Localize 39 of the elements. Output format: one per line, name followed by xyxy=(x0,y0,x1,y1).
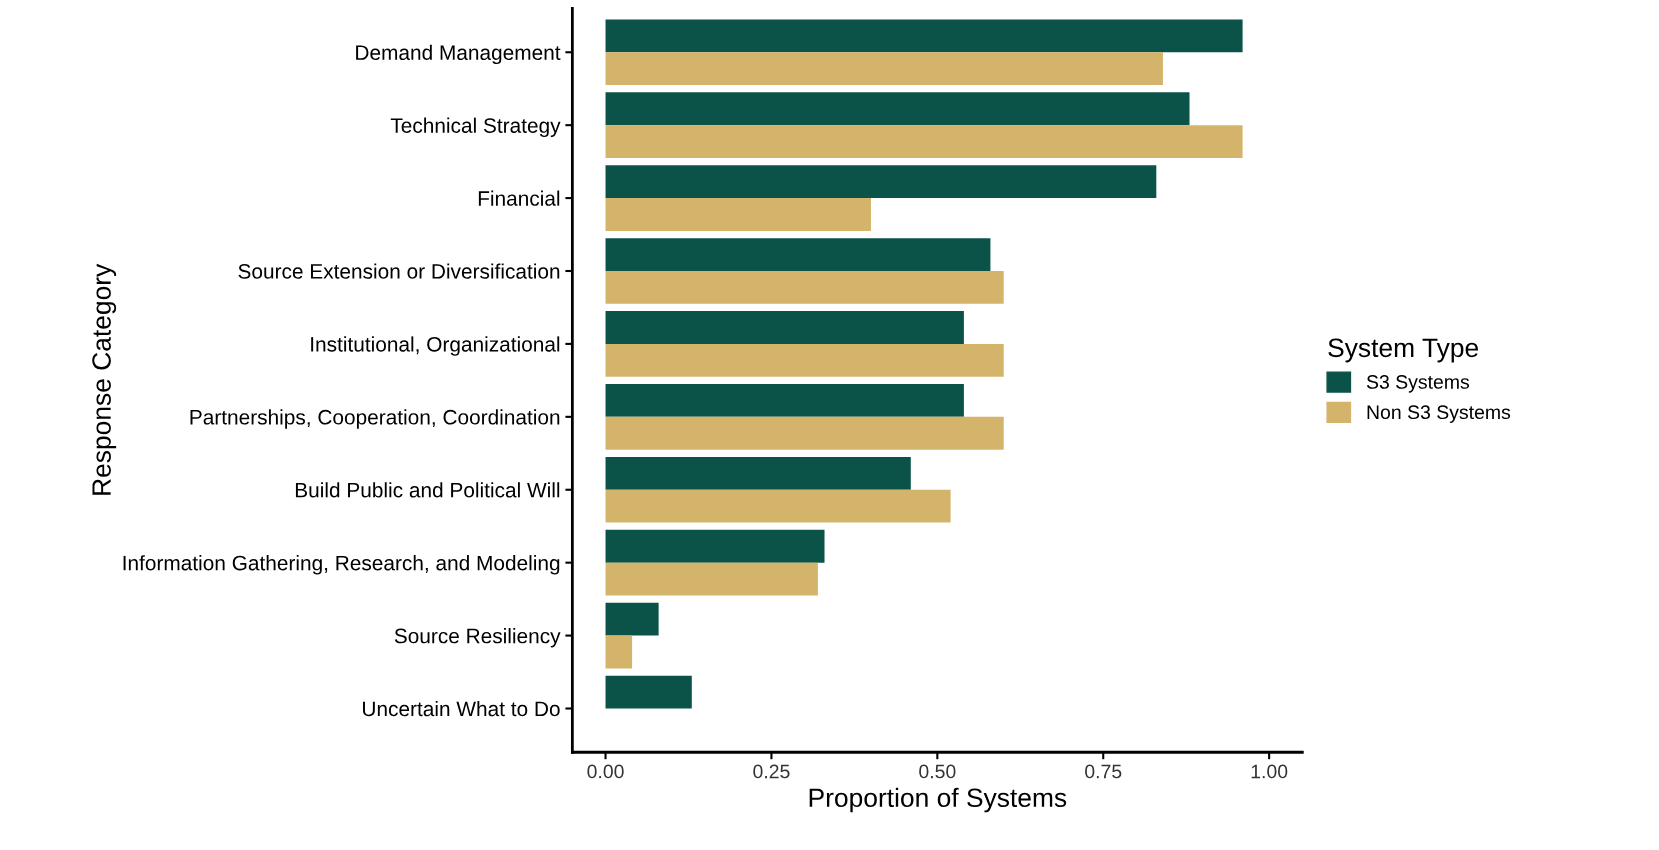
y-tick-label: Information Gathering, Research, and Modeling xyxy=(123,555,560,575)
y-tick-label: Source Extension or Diversification xyxy=(238,263,560,279)
bar xyxy=(605,384,964,417)
bar xyxy=(605,125,1243,158)
bar xyxy=(605,675,692,709)
x-tick-label: 0.25 xyxy=(753,764,790,779)
bar xyxy=(605,635,633,669)
bar xyxy=(605,602,659,636)
y-tick-label: Uncertain What to Do xyxy=(363,700,560,717)
bar xyxy=(605,529,825,563)
x-axis-title: Proportion of Systems xyxy=(809,787,1067,813)
y-tick-label: Institutional, Organizational xyxy=(311,336,560,356)
x-tick-label: 0.00 xyxy=(587,764,624,779)
bar xyxy=(605,92,1190,126)
bar xyxy=(605,271,1004,304)
y-axis-title: Response Category xyxy=(92,263,117,495)
legend-title: System Type xyxy=(1328,338,1479,363)
bar xyxy=(605,198,871,231)
y-tick-label: Source Resiliency xyxy=(394,628,561,648)
legend-label: Non S3 Systems xyxy=(1367,405,1511,423)
bar xyxy=(605,562,818,596)
bar xyxy=(605,456,911,490)
y-tick-label: Demand Management xyxy=(356,44,561,65)
y-tick-label: Financial xyxy=(478,190,560,206)
bar xyxy=(605,19,1243,53)
bar xyxy=(605,489,951,523)
bar xyxy=(605,52,1163,86)
y-tick-label: Technical Strategy xyxy=(390,117,561,138)
x-tick-label: 0.75 xyxy=(1085,764,1122,779)
bar xyxy=(605,311,964,344)
x-tick-label: 0.50 xyxy=(919,764,956,779)
legend-label: S3 Systems xyxy=(1366,375,1470,393)
x-tick-label: 1.00 xyxy=(1251,764,1288,779)
y-tick-label: Build Public and Political Will xyxy=(295,482,560,498)
y-tick-label: Partnerships, Cooperation, Coordination xyxy=(190,409,560,429)
bar xyxy=(605,165,1157,199)
bar xyxy=(605,238,991,271)
bar xyxy=(605,343,1004,377)
bar xyxy=(605,416,1004,450)
